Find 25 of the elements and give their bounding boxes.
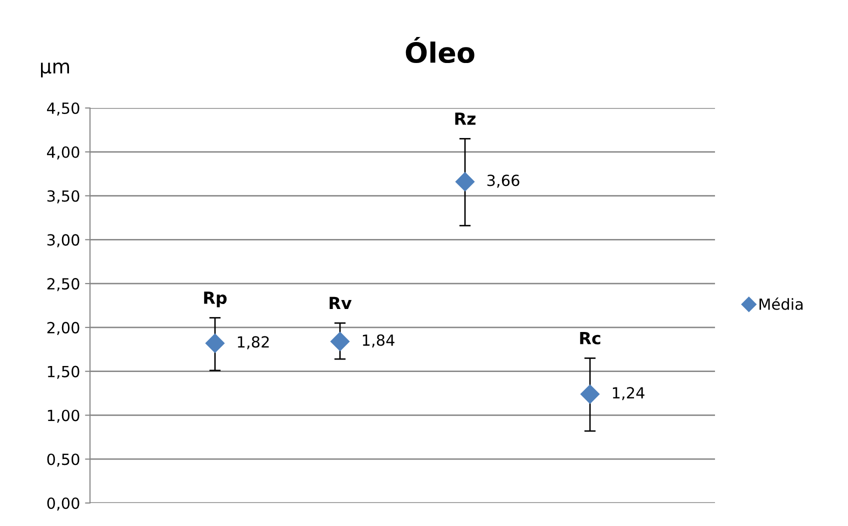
text: 1,24 [612,387,644,400]
x-tick-label: Rc [580,332,600,344]
chart-title: Óleo [406,36,474,64]
point [330,332,350,352]
text: 3,66 [487,174,520,188]
legend-label: Média [760,297,803,310]
y-tick-label: 0,00 [47,497,80,511]
text: 1,84 [362,334,394,348]
point [580,384,600,404]
text: 1,82 [238,336,269,350]
y-tick-label: 1,50 [48,366,80,379]
x-tick-label: Rp [204,292,227,308]
y-tick-label: 4,00 [47,146,80,160]
y-tick-label: 1,00 [48,410,80,423]
y-tick-label: 2,00 [47,322,80,336]
point [455,172,475,192]
x-tick-label: Rz [455,112,476,125]
y-tick-label: 3,50 [47,190,80,204]
y-axis-title: µm [40,62,70,78]
y-tick-label: 0,50 [47,454,80,467]
y-tick-label: 3,00 [47,234,80,248]
y-tick-label: 4,50 [47,102,80,116]
point [205,334,225,353]
x-tick-label: Rv [330,296,352,310]
y-tick-label: 2,50 [47,278,80,292]
